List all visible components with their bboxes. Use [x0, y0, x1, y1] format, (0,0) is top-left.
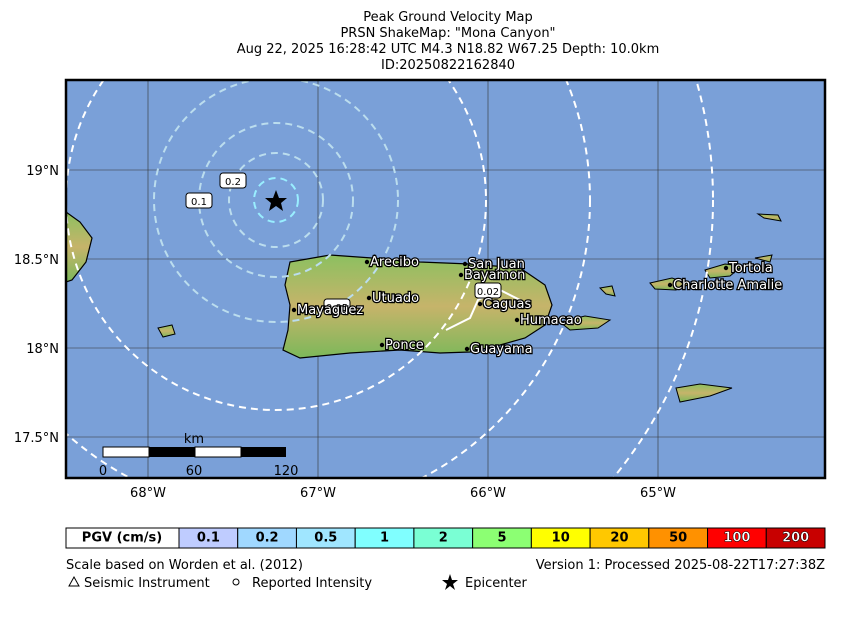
lon-tick-label: 68°W [130, 486, 166, 501]
header-line: ID:20250822162840 [381, 58, 515, 73]
scale-unit: km [184, 432, 204, 447]
legend-label: 100 [723, 531, 750, 546]
version: Version 1: Processed 2025-08-22T17:27:38… [536, 558, 825, 573]
legend-label: 20 [610, 531, 628, 546]
legend: PGV (cm/s) 0.1 0.2 0.5 1 2 5 10 20 50 100 200 [65, 527, 826, 549]
city-label: Mayaguez [297, 303, 363, 318]
city-label: Tortola [728, 261, 773, 276]
lat-tick-label: 18.5°N [14, 253, 59, 268]
city-label: Guayama [470, 342, 533, 357]
city-dot [723, 265, 729, 271]
city-dot [458, 272, 464, 278]
legend-title: PGV (cm/s) [82, 531, 162, 546]
contour-label: 0.2 [225, 177, 241, 188]
legend-label: 2 [439, 531, 448, 546]
contour [66, 80, 591, 478]
contour-label-box [474, 282, 502, 299]
city-dot [477, 301, 483, 307]
scale-label: 120 [274, 464, 299, 479]
culebra [598, 285, 616, 297]
city-dot [379, 342, 385, 348]
legend-label: 50 [669, 531, 687, 546]
header-line: Peak Ground Velocity Map [363, 10, 533, 25]
virgin-gorda [754, 254, 773, 263]
legend-label: 10 [552, 531, 570, 546]
contours: 0.2 0.1 0.05 0.02 [66, 80, 714, 478]
contour-label-box [323, 298, 351, 315]
city-label: Bayamon [464, 268, 525, 283]
contour-label: 0.02 [477, 287, 499, 298]
triangle-icon [68, 575, 80, 587]
vieques [558, 315, 612, 331]
city-label: Arecibo [370, 255, 419, 270]
mona-island [157, 324, 176, 338]
legend-swatch [765, 527, 826, 549]
contour [153, 80, 399, 323]
lon-tick-label: 66°W [470, 486, 506, 501]
city-label: Utuado [372, 291, 419, 306]
tortola [704, 263, 744, 279]
lat-tick-label: 18°N [26, 342, 59, 357]
city-dot [366, 295, 372, 301]
city-dot [514, 317, 520, 323]
lon-tick-label: 65°W [640, 486, 676, 501]
city-label: Charlotte Amalie [673, 278, 782, 293]
epicenter-label: Epicenter [465, 576, 528, 591]
hispaniola [66, 211, 93, 283]
header-line: Aug 22, 2025 16:28:42 UTC M4.3 N18.82 W6… [237, 42, 660, 57]
puerto-rico [282, 254, 553, 359]
city-label: Humacao [520, 313, 582, 328]
city-dot [464, 346, 470, 352]
legend-label: 1 [380, 531, 389, 546]
map-frame [64, 78, 827, 480]
contour-label-box [185, 192, 213, 209]
contour [253, 177, 299, 223]
axis-labels: 68°W 67°W 66°W 65°W 19°N 18.5°N 18°N 17.5°N [14, 164, 676, 501]
anegada [756, 213, 782, 222]
lat-tick-label: 19°N [26, 164, 59, 179]
contour [66, 80, 487, 411]
city-dot [667, 282, 673, 288]
city-dot [291, 307, 297, 313]
circle-icon [232, 578, 240, 586]
contour-label: 0.05 [326, 303, 348, 314]
contour [445, 288, 521, 331]
scale-label: 0 [99, 464, 107, 479]
scale-bar: km 0 60 120 [99, 432, 299, 479]
city-label: Caguas [483, 297, 532, 312]
legend-label: 5 [497, 531, 506, 546]
legend-label: 0.2 [256, 531, 279, 546]
st-croix [675, 383, 733, 403]
city-dot [364, 259, 370, 265]
contour [228, 152, 324, 248]
reference: Scale based on Worden et al. (2012) [66, 558, 303, 573]
scale-label: 60 [186, 464, 203, 479]
seismic-label: Seismic Instrument [84, 576, 210, 591]
legend-label: 0.1 [197, 531, 220, 546]
epicenter-star [265, 190, 287, 211]
city-label: Ponce [385, 338, 424, 353]
lon-tick-label: 67°W [300, 486, 336, 501]
header-line: PRSN ShakeMap: "Mona Canyon" [340, 26, 555, 41]
city-label: San Juan [468, 257, 525, 272]
legend-label: 0.5 [314, 531, 337, 546]
legend-label: 200 [782, 531, 809, 546]
lat-tick-label: 17.5°N [14, 431, 59, 446]
star-icon [442, 574, 458, 590]
contour-label-box [219, 172, 247, 189]
city-dot [462, 261, 468, 267]
footer: Scale based on Worden et al. (2012) Versi… [66, 558, 825, 591]
reported-label: Reported Intensity [252, 576, 372, 591]
contour [611, 80, 714, 478]
contour-label: 0.1 [191, 197, 207, 208]
